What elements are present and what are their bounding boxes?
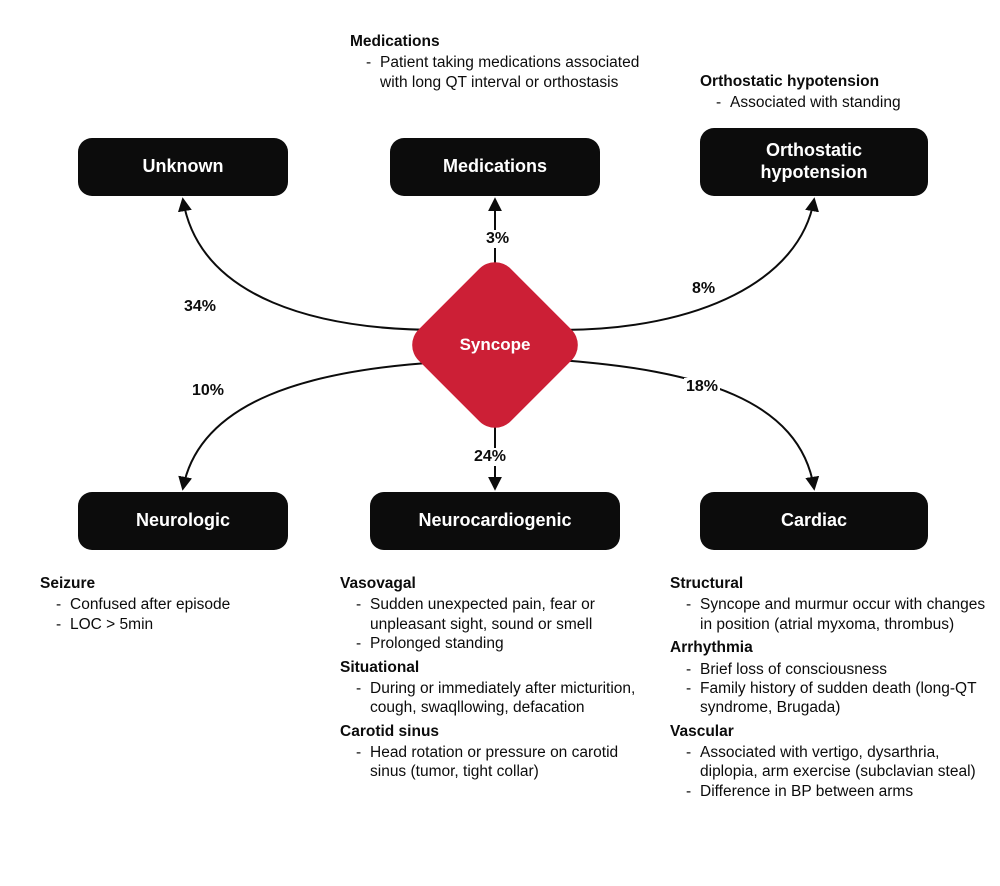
node-label: Neurocardiogenic: [418, 510, 571, 532]
annotation-list-item: Associated with standing: [716, 93, 980, 112]
annotation-list-item: Associated with vertigo, dysarthria, dip…: [686, 743, 990, 782]
annotation-cardiac: Structural Syncope and murmur occur with …: [670, 570, 990, 805]
edge-neurologic: [183, 362, 442, 488]
annotation-neurologic: Seizure Confused after episodeLOC > 5min: [40, 570, 300, 638]
edge-orthostatic: [560, 200, 814, 330]
annotation-list: Patient taking medications associated wi…: [350, 53, 650, 92]
annotation-section-title: Carotid sinus: [340, 722, 650, 741]
annotation-section-title: Structural: [670, 574, 990, 593]
edge-label-cardiac: 18%: [684, 378, 720, 396]
center-label: Syncope: [460, 335, 531, 355]
node-label: Unknown: [143, 156, 224, 178]
annotation-list-item: Syncope and murmur occur with changes in…: [686, 595, 990, 634]
annotation-list: Head rotation or pressure on carotid sin…: [340, 743, 650, 782]
edge-label-unknown: 34%: [182, 298, 218, 316]
annotation-list-item: Difference in BP between arms: [686, 782, 990, 801]
annotation-section-title: Vascular: [670, 722, 990, 741]
edge-label-neurocardio: 24%: [472, 448, 508, 466]
node-unknown: Unknown: [78, 138, 288, 196]
annotation-neurocardio: Vasovagal Sudden unexpected pain, fear or…: [340, 570, 650, 786]
annotation-section-title: Medications: [350, 32, 650, 51]
annotation-list-item: Family history of sudden death (long-QT …: [686, 679, 990, 718]
annotation-list: Associated with vertigo, dysarthria, dip…: [670, 743, 990, 801]
edge-label-neurologic: 10%: [190, 382, 226, 400]
annotation-list: Associated with standing: [700, 93, 980, 112]
annotation-section-title: Seizure: [40, 574, 300, 593]
annotation-list: Syncope and murmur occur with changes in…: [670, 595, 990, 634]
node-label: Cardiac: [781, 510, 847, 532]
annotation-list: Confused after episodeLOC > 5min: [40, 595, 300, 634]
annotation-list-item: Patient taking medications associated wi…: [366, 53, 650, 92]
node-label: Neurologic: [136, 510, 230, 532]
annotation-list-item: Sudden unexpected pain, fear or unpleasa…: [356, 595, 650, 634]
annotation-section-title: Orthostatic hypotension: [700, 72, 980, 91]
annotation-list: Sudden unexpected pain, fear or unpleasa…: [340, 595, 650, 653]
annotation-section-title: Vasovagal: [340, 574, 650, 593]
node-orthostatic: Orthostatic hypotension: [700, 128, 928, 196]
annotation-list-item: Prolonged standing: [356, 634, 650, 653]
annotation-list-item: Brief loss of consciousness: [686, 660, 990, 679]
node-label: Medications: [443, 156, 547, 178]
node-label: Orthostatic hypotension: [712, 140, 916, 183]
node-cardiac: Cardiac: [700, 492, 928, 550]
syncope-diagram: Syncope Unknown Medications Orthostatic …: [0, 0, 1000, 886]
node-neurologic: Neurologic: [78, 492, 288, 550]
annotation-list: During or immediately after micturition,…: [340, 679, 650, 718]
annotation-list-item: LOC > 5min: [56, 615, 300, 634]
annotation-section-title: Arrhythmia: [670, 638, 990, 657]
annotation-list-item: Confused after episode: [56, 595, 300, 614]
center-node-syncope: Syncope: [430, 280, 560, 410]
annotation-list-item: Head rotation or pressure on carotid sin…: [356, 743, 650, 782]
edge-label-medications: 3%: [484, 230, 511, 248]
annotation-medications: Medications Patient taking medications as…: [350, 28, 650, 96]
edge-label-orthostatic: 8%: [690, 280, 717, 298]
node-medications: Medications: [390, 138, 600, 196]
node-neurocardio: Neurocardiogenic: [370, 492, 620, 550]
annotation-list: Brief loss of consciousnessFamily histor…: [670, 660, 990, 718]
annotation-section-title: Situational: [340, 658, 650, 677]
annotation-list-item: During or immediately after micturition,…: [356, 679, 650, 718]
annotation-orthostatic: Orthostatic hypotension Associated with s…: [700, 68, 980, 117]
edge-unknown: [183, 200, 440, 330]
